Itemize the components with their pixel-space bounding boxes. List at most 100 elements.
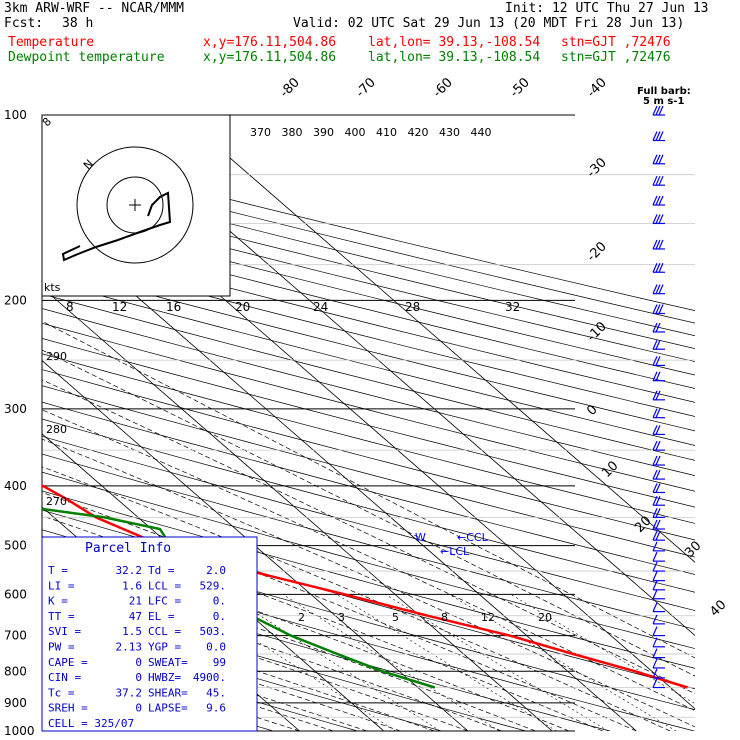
temperature-tick-label: 30 [682,539,704,561]
parcel-field-value: 2.13 [116,641,143,654]
parcel-field-value: 1.5 [122,625,142,638]
wind-barb [652,530,665,541]
wind-barb [652,626,665,637]
parcel-field-value: 32.2 [116,564,143,577]
mixing-ratio-line [226,594,441,731]
w-annotation: W [415,531,426,544]
lcl-annotation: ←LCL [440,545,470,558]
parcel-field-label: LCL = [148,579,181,592]
wind-barb [652,284,665,295]
parcel-field-value: 4900. [193,671,226,684]
parcel-field-value: 1.6 [122,579,142,592]
temperature-legend: Temperature [8,35,95,50]
parcel-field-value: 0. [213,595,226,608]
theta-label: 440 [471,126,492,139]
temperature-tick-label: -50 [507,75,533,101]
theta-e-label: 290 [46,350,67,363]
hodograph-speed-label: 28 [405,300,420,314]
hodograph-speed-label: 8 [66,300,74,314]
moist-adiabat-line [42,614,401,731]
wind-barb [652,551,665,562]
wind-legend-unit: 5 m s-1 [643,96,684,107]
wind-barb [652,519,665,530]
parcel-field-value: 45. [206,686,226,699]
parcel-info-panel: Parcel Info T = 32.2 Td = 2.0 LI = 1.6 LCL = 529… [41,536,258,732]
temperature-tick-label: 10 [599,459,621,481]
temperature-station: stn=GJT ,72476 [561,35,671,50]
dewpoint-legend: Dewpoint temperature [8,50,165,65]
wind-barb [652,105,665,116]
forecast-hour: 38 h [62,16,94,31]
hodograph-speed-label: 24 [313,300,328,314]
wind-barb [652,495,665,506]
temperature-profile-line [42,484,688,689]
theta-e-label: 270 [46,495,67,508]
parcel-field-label: TT = [48,610,75,623]
temperature-tick-label: -30 [584,155,610,181]
wind-barb [652,648,665,659]
temperature-tick-label: -70 [353,75,379,101]
parcel-field-value: 529. [200,579,227,592]
parcel-cell-value: CELL = 325/07 [48,717,134,730]
temperature-xy: x,y=176.11,504.86 [203,35,337,50]
wind-barb [652,455,665,466]
pressure-label: 100 [4,108,27,122]
parcel-field-label: Tc = [48,686,75,699]
parcel-field-value: 503. [200,625,227,638]
parcel-field-value: 47 [129,610,142,623]
wind-barb [652,508,665,518]
mixing-ratio-line [385,594,609,731]
parcel-field-label: SHEAR= [148,686,188,699]
wind-barb [652,440,665,451]
wind-barb [652,658,665,669]
pressure-label: 800 [4,664,27,678]
model-title: 3km ARW-WRF -- NCAR/MMM [4,1,185,16]
theta-label: 430 [439,126,460,139]
parcel-field-value: 0 [135,656,142,669]
wind-barb [652,469,665,480]
profile-lines [42,484,688,689]
parcel-field-value: 21 [129,595,142,608]
parcel-field-value: 0 [135,702,142,715]
wind-barb [652,561,665,572]
pressure-label: 200 [4,293,27,307]
parcel-panel-title: Parcel Info [85,541,171,556]
mixing-ratio-label: 8 [441,611,448,624]
parcel-field-label: T = [48,564,68,577]
mixing-ratio-label: 20 [538,611,552,624]
moist-adiabat-line [42,409,695,712]
mixing-ratio-line [449,594,677,731]
parcel-field-label: SWEAT= [148,656,188,669]
wind-barb [652,571,665,582]
wind-barb [652,214,665,225]
hodograph-speed-label: 20 [235,300,250,314]
wind-legend-title: Full barb: [637,86,691,97]
parcel-field-label: CCL = [148,625,181,638]
parcel-field-value: 0. [213,610,226,623]
parcel-field-label: Td = [148,564,175,577]
pressure-label: 600 [4,587,27,601]
dewpoint-profile-line [42,507,436,689]
ccl-annotation: ←CCL [457,531,489,544]
dewpoint-xy: x,y=176.11,504.86 [203,50,337,65]
wind-barb [652,239,665,250]
parcel-field-label: CAPE = [48,656,88,669]
theta-label: 400 [345,126,366,139]
parcel-field-label: SVI = [48,625,81,638]
parcel-field-value: 0.0 [206,641,226,654]
wind-barb [652,589,665,600]
moist-adiabat-line [42,379,695,695]
mixing-ratio-label: 12 [481,611,495,624]
theta-label: 380 [282,126,303,139]
wind-barb [652,483,665,494]
hodograph-trace [61,191,172,262]
wind-barb [652,614,665,625]
temperature-tick-label: 40 [707,598,729,620]
parcel-field-label: PW = [48,641,75,654]
parcel-field-value: 37.2 [116,686,143,699]
wind-barb [652,637,665,648]
temperature-tick-label: -40 [584,75,610,101]
wind-barb [652,371,665,382]
